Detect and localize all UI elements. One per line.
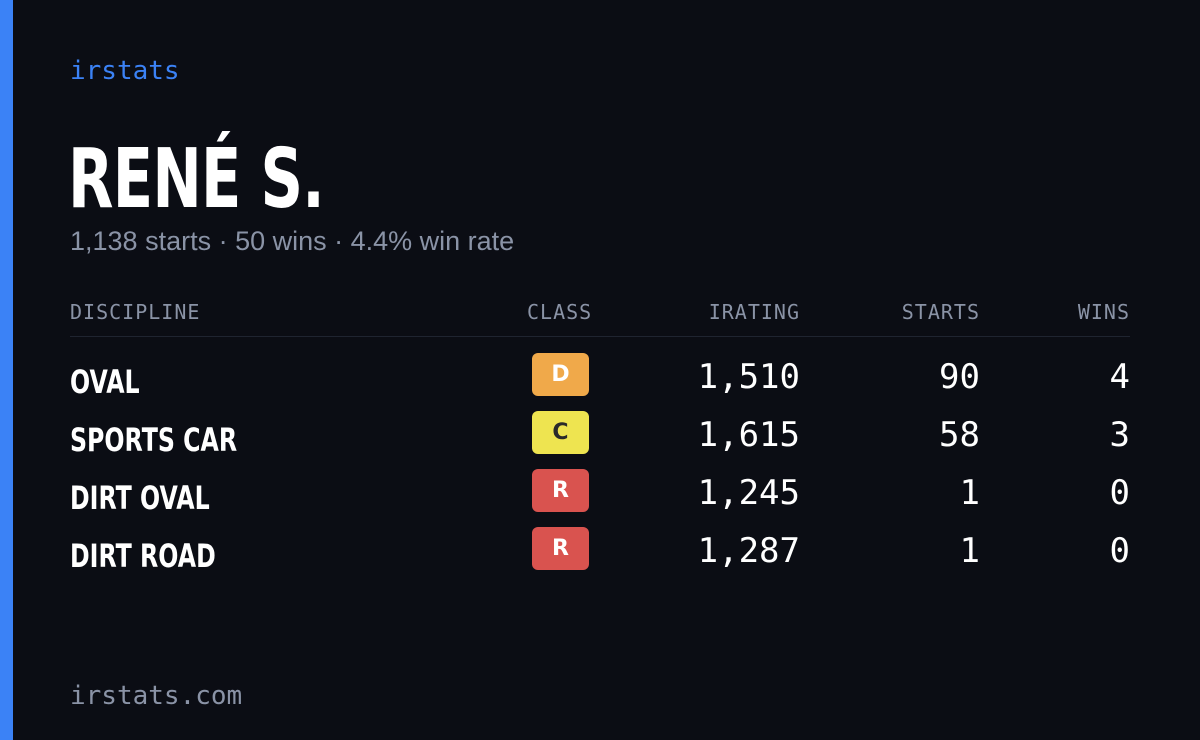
discipline-table: DISCIPLINE CLASS IRATING STARTS WINS OVA… xyxy=(70,296,1130,585)
table-row: OVAL D 1,510 90 4 xyxy=(70,353,1130,411)
accent-bar xyxy=(0,0,13,740)
footer-url[interactable]: irstats.com xyxy=(70,681,243,711)
class-badge: R xyxy=(532,469,589,512)
discipline-name: OVAL xyxy=(70,363,140,401)
wins-value: 3 xyxy=(1109,415,1130,455)
irating-value: 1,287 xyxy=(697,531,800,571)
table-body: OVAL D 1,510 90 4 SPORTS CAR C 1,615 58 … xyxy=(70,353,1130,585)
driver-name: RENÉ S. xyxy=(68,132,325,227)
irating-value: 1,245 xyxy=(697,473,800,513)
wins-value: 0 xyxy=(1109,531,1130,571)
irating-value: 1,615 xyxy=(697,415,800,455)
brand-logo: irstats xyxy=(70,56,180,86)
class-badge: R xyxy=(532,527,589,570)
header-starts: STARTS xyxy=(901,300,980,324)
starts-value: 1 xyxy=(959,473,980,513)
header-wins: WINS xyxy=(1077,300,1130,324)
class-badge: D xyxy=(532,353,589,396)
table-row: DIRT OVAL R 1,245 1 0 xyxy=(70,469,1130,527)
table-row: DIRT ROAD R 1,287 1 0 xyxy=(70,527,1130,585)
header-irating: IRATING xyxy=(708,300,800,324)
starts-value: 58 xyxy=(939,415,980,455)
discipline-name: SPORTS CAR xyxy=(70,421,238,459)
driver-summary: 1,138 starts · 50 wins · 4.4% win rate xyxy=(70,226,515,256)
header-discipline: DISCIPLINE xyxy=(70,300,201,324)
table-row: SPORTS CAR C 1,615 58 3 xyxy=(70,411,1130,469)
table-header: DISCIPLINE CLASS IRATING STARTS WINS xyxy=(70,296,1130,337)
starts-value: 1 xyxy=(959,531,980,571)
header-class: CLASS xyxy=(527,300,593,324)
wins-value: 0 xyxy=(1109,473,1130,513)
wins-value: 4 xyxy=(1109,357,1130,397)
irating-value: 1,510 xyxy=(697,357,800,397)
starts-value: 90 xyxy=(939,357,980,397)
discipline-name: DIRT OVAL xyxy=(70,479,210,517)
discipline-name: DIRT ROAD xyxy=(70,537,216,575)
class-badge: C xyxy=(532,411,589,454)
